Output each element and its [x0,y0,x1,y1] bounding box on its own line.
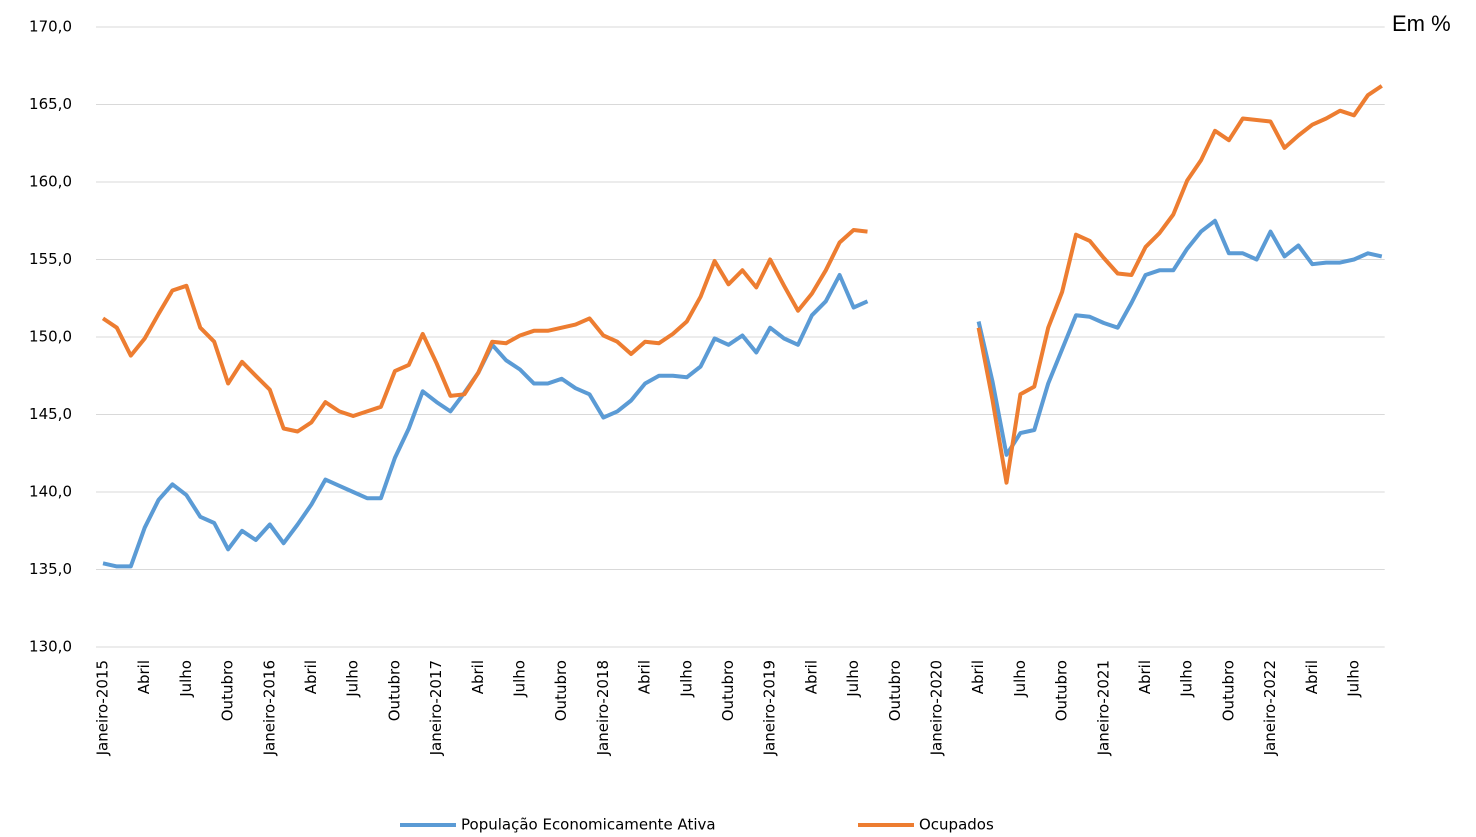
x-tick-label: Julho [510,660,528,698]
x-tick-label: Janeiro-2022 [1261,660,1279,756]
x-tick-label: Janeiro-2017 [427,660,445,756]
x-tick-label: Janeiro-2016 [260,660,278,756]
unit-annotation: Em % [1392,11,1451,36]
legend-label: População Economicamente Ativa [461,816,716,834]
y-tick-label: 145,0 [29,405,72,423]
x-tick-label: Outubro [385,660,403,721]
x-tick-label: Abril [969,660,987,694]
series-line [101,84,1383,485]
x-tick-label: Julho [177,660,195,698]
x-tick-label: Janeiro-2015 [93,660,111,756]
y-tick-label: 140,0 [29,483,72,501]
x-tick-label: Outubro [1219,660,1237,721]
y-tick-label: 165,0 [29,95,72,113]
x-tick-label: Janeiro-2020 [927,660,945,756]
y-tick-label: 135,0 [29,560,72,578]
legend-label: Ocupados [919,816,994,834]
x-tick-label: Abril [1136,660,1154,694]
x-tick-label: Outubro [1053,660,1071,721]
y-tick-label: 150,0 [29,328,72,346]
x-tick-label: Abril [1303,660,1321,694]
x-tick-label: Abril [469,660,487,694]
x-tick-label: Janeiro-2019 [761,660,779,756]
y-tick-label: 155,0 [29,250,72,268]
x-tick-label: Outubro [552,660,570,721]
x-tick-label: Julho [677,660,695,698]
x-tick-label: Abril [802,660,820,694]
x-tick-label: Janeiro-2018 [594,660,612,756]
x-tick-label: Julho [844,660,862,698]
x-tick-label: Outubro [719,660,737,721]
x-tick-label: Janeiro-2021 [1094,660,1112,756]
x-tick-label: Abril [302,660,320,694]
y-tick-label: 160,0 [29,173,72,191]
x-tick-label: Outubro [886,660,904,721]
x-tick-label: Julho [1344,660,1362,698]
x-tick-label: Julho [344,660,362,698]
x-tick-label: Julho [1011,660,1029,698]
x-tick-label: Julho [1178,660,1196,698]
y-tick-label: 130,0 [29,638,72,656]
x-tick-label: Outubro [219,660,237,721]
y-tick-label: 170,0 [29,18,72,36]
x-tick-label: Abril [636,660,654,694]
x-tick-label: Abril [135,660,153,694]
